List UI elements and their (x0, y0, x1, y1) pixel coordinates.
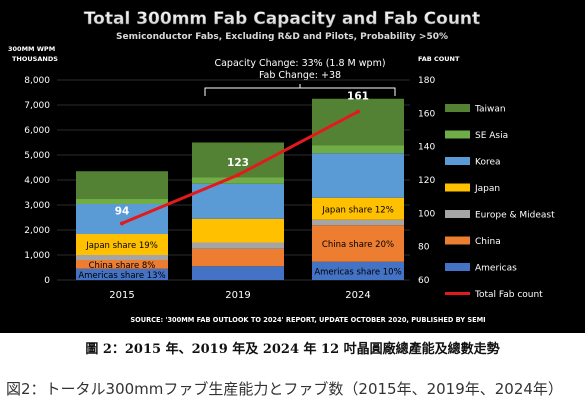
bar-segment-japan (192, 218, 284, 243)
bar-share-label: China share 8% (89, 261, 156, 271)
bar-segment-americas (76, 268, 168, 280)
y-left-tick-label: 6,000 (24, 126, 50, 136)
fab-count-label: 161 (347, 91, 369, 103)
bar-segment-japan (312, 197, 404, 220)
bar-segment-china (192, 248, 284, 267)
bar-segment-se-asia (76, 199, 168, 204)
bar-segment-americas (192, 266, 284, 280)
legend-label-china: China (475, 237, 501, 247)
change-annotation: Capacity Change: 33% (1.8 M wpm) Fab Cha… (204, 58, 396, 96)
bar-segment-americas (312, 261, 404, 280)
y-left-label-line1: 300MM WPM (8, 45, 55, 53)
source-note: SOURCE: '300MM FAB OUTLOOK TO 2024' REPO… (130, 316, 485, 324)
legend-swatch-americas (445, 263, 470, 271)
legend: Taiwan SE Asia Korea Japan Europe & Mideast C… (445, 104, 555, 300)
chart-svg: Total 300mm Fab Capacity and Fab Count S… (8, 9, 555, 324)
legend-swatch-se-asia (445, 130, 470, 139)
bar-share-label: Americas share 10% (314, 267, 401, 277)
caption-japanese: 図2：トータル300mmファブ生産能力とファブ数（2015年、2019年、202… (6, 380, 563, 398)
legend-swatch-japan (445, 183, 470, 192)
y-left-tick-label: 8,000 (24, 76, 50, 86)
fab-count-label: 123 (227, 157, 249, 169)
y-left-tick-label: 7,000 (24, 101, 50, 111)
bar-segment-korea (312, 153, 404, 198)
bar-share-label: Japan share 12% (321, 205, 394, 215)
legend-label-total-fab-count: Total Fab count (474, 290, 543, 300)
bar-segment-china (312, 225, 404, 262)
y-left-tick-label: 0 (44, 276, 50, 286)
y-right-label: FAB COUNT (418, 55, 460, 63)
y-right-tick-label: 60 (418, 276, 430, 286)
bar-segment-europe-mideast (312, 219, 404, 226)
fab-count-point (120, 221, 124, 226)
y-left-tick-label: 3,000 (24, 201, 50, 211)
chart-title: Total 300mm Fab Capacity and Fab Count (84, 9, 480, 29)
x-tick-label: 2015 (109, 290, 134, 301)
legend-label-korea: Korea (475, 158, 501, 168)
bar-share-label: Japan share 19% (85, 241, 158, 251)
legend-swatch-china (445, 236, 470, 245)
y-left-label-line2: THOUSANDS (12, 55, 58, 63)
legend-label-europe-mideast: Europe & Mideast (475, 211, 555, 221)
bar-segment-china (76, 260, 168, 269)
legend-label-americas: Americas (475, 264, 517, 274)
plot-area: 0 1,000 2,000 3,000 4,000 5,000 6,000 7,000 8,00… (24, 76, 435, 301)
bar-segment-korea (192, 183, 284, 219)
bar-segment-taiwan (76, 171, 168, 199)
y-right-tick-label: 80 (418, 243, 430, 253)
legend-swatch-korea (445, 157, 470, 165)
caption-chinese: 圖 2：2015 年、2019 年及 2024 年 12 吋晶圓廠總產能及總數走… (85, 342, 500, 357)
fab-count-point (356, 109, 360, 114)
chart-subtitle: Semiconductor Fabs, Excluding R&D and Pi… (116, 32, 448, 42)
bar-segment-se-asia (192, 177, 284, 184)
legend-swatch-taiwan (445, 104, 470, 112)
chart-panel: Total 300mm Fab Capacity and Fab Count S… (0, 0, 585, 333)
y-right-tick-label: 140 (418, 143, 435, 153)
fab-count-label: 94 (115, 205, 130, 217)
y-left-tick-label: 5,000 (24, 151, 50, 161)
x-tick-label: 2019 (225, 290, 250, 301)
bar-share-label: Americas share 13% (78, 271, 165, 281)
y-left-tick-label: 2,000 (24, 226, 50, 236)
y-left-tick-label: 1,000 (24, 251, 50, 261)
y-right-tick-label: 120 (418, 176, 435, 186)
y-right-tick-label: 160 (418, 109, 435, 119)
bar-segment-taiwan (312, 98, 404, 146)
legend-label-japan: Japan (474, 184, 500, 194)
x-tick-label: 2024 (345, 290, 370, 301)
annotation-bracket (204, 84, 396, 96)
annotation-line1: Capacity Change: 33% (1.8 M wpm) (214, 58, 385, 69)
annotation-line2: Fab Change: +38 (259, 70, 341, 81)
legend-label-se-asia: SE Asia (475, 131, 508, 141)
y-right-tick-label: 180 (418, 76, 435, 86)
y-right-tick-label: 100 (418, 209, 435, 219)
legend-swatch-europe-mideast (445, 210, 470, 218)
bar-share-label: China share 20% (322, 240, 394, 250)
bar-segment-europe-mideast (192, 242, 284, 249)
y-left-tick-label: 4,000 (24, 176, 50, 186)
bar-segment-japan (76, 234, 168, 255)
bar-segment-se-asia (312, 145, 404, 154)
legend-label-taiwan: Taiwan (474, 105, 506, 115)
fab-count-point (236, 173, 240, 177)
bar-segment-europe-mideast (76, 255, 168, 260)
